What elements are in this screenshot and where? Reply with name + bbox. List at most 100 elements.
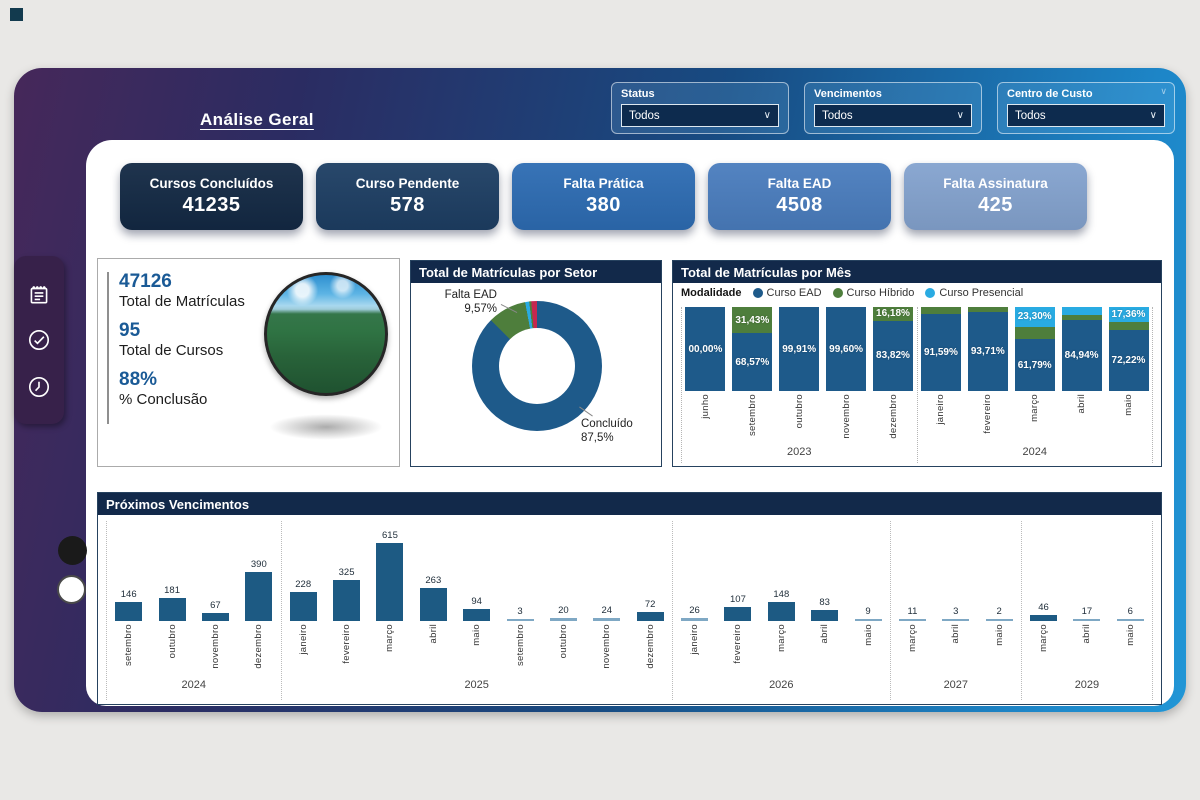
bar-2026-janeiro[interactable] xyxy=(681,618,709,621)
year-label: 2024 xyxy=(1022,446,1047,459)
bar-segment-curso-presencial: 17,36% xyxy=(1108,307,1149,322)
stacked-bar-marco[interactable]: 23,30% 61,79% xyxy=(1014,307,1055,391)
stacked-bar-fevereiro[interactable]: 93,71% xyxy=(967,307,1008,391)
bar-2027-marco[interactable] xyxy=(898,619,926,621)
bar-2025-maio[interactable] xyxy=(463,609,491,621)
month-cell: setembro xyxy=(107,624,150,679)
stacked-bar-junho[interactable]: 00,00% xyxy=(685,307,726,391)
month-label: abril xyxy=(950,624,962,644)
bar-2024-setembro[interactable] xyxy=(115,602,143,621)
bar-2025-setembro[interactable] xyxy=(506,619,534,621)
month-cell: abril xyxy=(412,624,455,679)
legend-item-curso-ead[interactable]: Curso EAD xyxy=(752,287,822,299)
bar-slot: 9 xyxy=(846,521,889,621)
bar-segment-curso-ead: 99,60% xyxy=(826,307,867,391)
month-label: maio xyxy=(862,624,874,646)
legend-item-curso-presencial[interactable]: Curso Presencial xyxy=(925,287,1023,299)
bar-2029-marco[interactable] xyxy=(1030,615,1058,621)
bar-value: 2 xyxy=(996,606,1002,617)
bars-row: 26 107 148 83 9 xyxy=(673,521,890,621)
year-group-2024: 91,59% 93,71% 23,30% 61,79% 84,94% 17,36% 72,2… xyxy=(916,307,1153,463)
bar-slot: 6 xyxy=(1109,521,1152,621)
bar-2029-abril[interactable] xyxy=(1073,619,1101,621)
month-cell: dezembro xyxy=(870,394,917,446)
segment-label: 91,59% xyxy=(923,347,958,359)
month-cell: janeiro xyxy=(673,624,716,679)
bar-2025-janeiro[interactable] xyxy=(289,592,317,621)
month-cell: março xyxy=(1011,394,1058,446)
month-cell: junho xyxy=(682,394,729,446)
clock-icon[interactable] xyxy=(24,372,54,402)
month-cell: novembro xyxy=(194,624,237,679)
bar-2025-outubro[interactable] xyxy=(549,618,577,621)
bar-2026-marco[interactable] xyxy=(767,602,795,621)
bar-value: 615 xyxy=(382,530,398,541)
stacked-bar-janeiro[interactable]: 91,59% xyxy=(920,307,961,391)
slicer-dropdown-status[interactable]: Todos ∨ xyxy=(621,104,779,127)
month-cell: dezembro xyxy=(629,624,672,679)
month-label: janeiro xyxy=(689,624,701,655)
month-label: setembro xyxy=(514,624,526,667)
slicer-dropdown-centro-de-custo[interactable]: Todos ∨ xyxy=(1007,104,1165,127)
bar-segment-curso-ead: 99,91% xyxy=(779,307,820,391)
notepad-icon[interactable] xyxy=(24,279,54,309)
month-cell: dezembro xyxy=(237,624,280,679)
slicer-dropdown-vencimentos[interactable]: Todos ∨ xyxy=(814,104,972,127)
month-label: junho xyxy=(699,394,711,419)
stacked-bar-outubro[interactable]: 99,91% xyxy=(779,307,820,391)
chevron-down-icon[interactable]: ∨ xyxy=(1149,110,1157,121)
bar-2025-fevereiro[interactable] xyxy=(333,580,361,621)
month-label: março xyxy=(775,624,787,652)
page-title[interactable]: Análise Geral xyxy=(200,110,314,129)
bar-2025-dezembro[interactable] xyxy=(636,612,664,621)
bar-segment-curso-ead: 68,57% xyxy=(732,333,773,391)
mes-legend-items: Curso EAD Curso Híbrido Curso Presencial xyxy=(752,287,1023,299)
kpi-card-falta-ead[interactable]: Falta EAD 4508 xyxy=(708,163,891,230)
segment-label: 68,57% xyxy=(735,356,770,368)
page-dot-active[interactable] xyxy=(58,536,87,565)
kpi-card-falta-assinatura[interactable]: Falta Assinatura 425 xyxy=(904,163,1087,230)
bar-2026-abril[interactable] xyxy=(811,610,839,621)
check-circle-icon[interactable] xyxy=(24,325,54,355)
bar-segment-curso-hibrido xyxy=(1108,321,1149,331)
legend-label: Curso EAD xyxy=(766,287,822,299)
bar-2026-fevereiro[interactable] xyxy=(724,607,752,621)
month-cell: abril xyxy=(1065,624,1108,679)
slicer-menu-chevron-icon[interactable]: ∨ xyxy=(1160,86,1167,96)
bar-2026-maio[interactable] xyxy=(854,619,882,621)
chevron-down-icon[interactable]: ∨ xyxy=(763,110,771,121)
bar-2024-outubro[interactable] xyxy=(158,598,186,621)
page-dot-inactive[interactable] xyxy=(57,575,86,604)
bar-value: 17 xyxy=(1081,606,1093,617)
bar-2025-abril[interactable] xyxy=(419,588,447,621)
bar-2024-novembro[interactable] xyxy=(201,613,229,621)
bar-slot: 148 xyxy=(760,521,803,621)
stacked-bar-setembro[interactable]: 31,43% 68,57% xyxy=(732,307,773,391)
bar-2025-marco[interactable] xyxy=(376,543,404,621)
legend-dot xyxy=(925,288,936,298)
bar-2027-maio[interactable] xyxy=(985,619,1013,621)
bar-value: 94 xyxy=(471,596,482,607)
legend-item-curso-hibrido[interactable]: Curso Híbrido xyxy=(832,287,914,299)
kpi-card-falta-pratica[interactable]: Falta Prática 380 xyxy=(512,163,695,230)
kpi-card-curso-pendente[interactable]: Curso Pendente 578 xyxy=(316,163,499,230)
year-label: 2029 xyxy=(1074,679,1100,691)
kpi-card-cursos-concluidos[interactable]: Cursos Concluídos 41235 xyxy=(120,163,303,230)
bar-2027-abril[interactable] xyxy=(942,619,970,621)
bar-2024-dezembro[interactable] xyxy=(245,572,273,621)
bar-2025-novembro[interactable] xyxy=(593,618,621,621)
stat-value-total-de-matriculas: 47126 xyxy=(119,271,172,292)
stacked-bar-maio[interactable]: 17,36% 72,22% xyxy=(1108,307,1149,391)
kpi-value: 4508 xyxy=(776,194,823,216)
stacked-bar-abril[interactable]: 84,94% xyxy=(1061,307,1102,391)
stacked-bar-novembro[interactable]: 99,60% xyxy=(826,307,867,391)
year-label: 2027 xyxy=(943,679,969,691)
slicer-title: Status xyxy=(621,88,655,100)
bars-row: 11 3 2 xyxy=(891,521,1021,621)
bar-2029-maio[interactable] xyxy=(1116,619,1144,621)
chevron-down-icon[interactable]: ∨ xyxy=(956,110,964,121)
bar-value: 46 xyxy=(1038,602,1049,613)
kpi-row: Cursos Concluídos 41235 Curso Pendente 578 F… xyxy=(120,163,1087,230)
stacked-bar-dezembro[interactable]: 16,18% 83,82% xyxy=(873,307,913,391)
